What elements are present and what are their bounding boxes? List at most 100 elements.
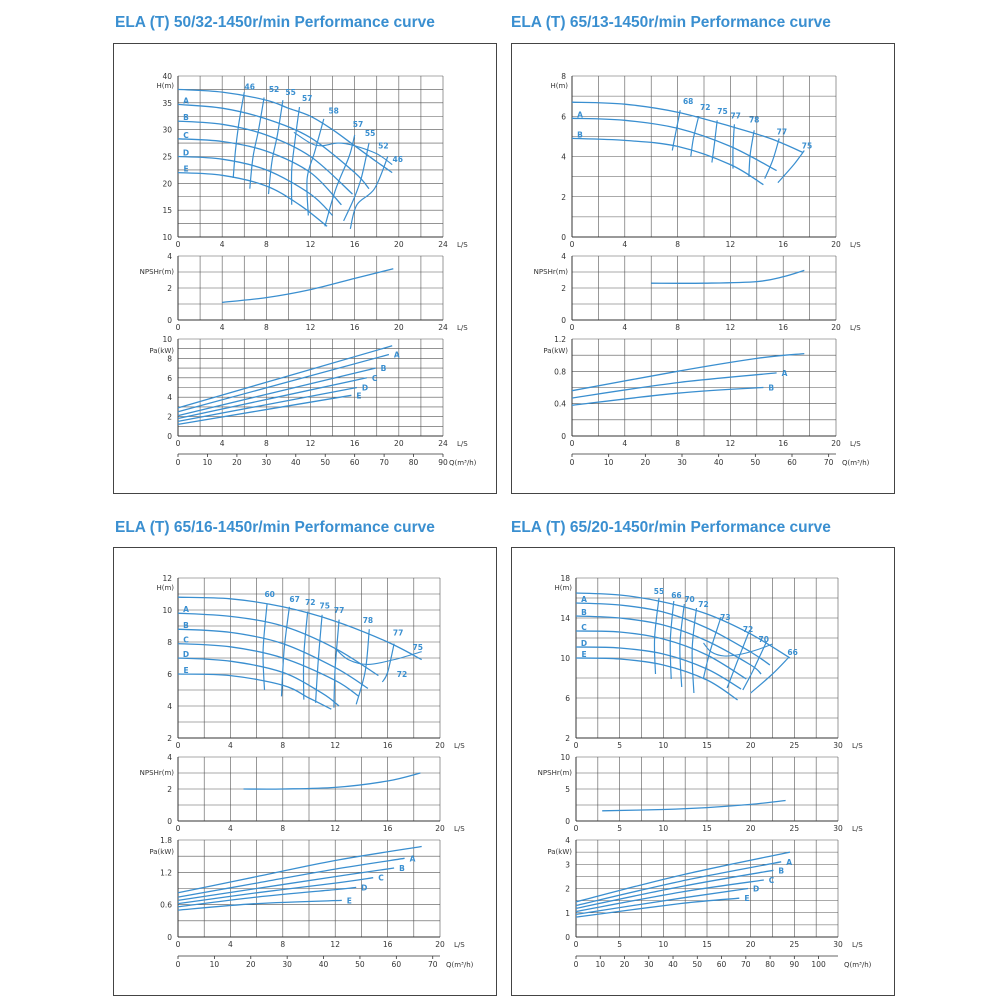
y-tick-label: 8 [561, 72, 566, 81]
efficiency-line [669, 600, 675, 680]
x-tick-label: 16 [350, 240, 360, 249]
efficiency-label: 66 [787, 648, 797, 657]
x-tick-label: 20 [831, 240, 841, 249]
x-tick-label: 20 [435, 940, 445, 949]
series-label: D [753, 885, 759, 894]
efficiency-line [750, 656, 790, 694]
y-tick-label: 4 [167, 702, 172, 711]
y-tick-label: 10 [162, 335, 172, 344]
y-tick-label: 18 [560, 574, 570, 583]
x-tick-label: 20 [746, 741, 756, 750]
x-tick-label: 0 [176, 240, 181, 249]
efficiency-line [653, 597, 660, 675]
x-axis-unit: L/S [457, 324, 468, 332]
y-tick-label: 0 [167, 316, 172, 325]
x-tick-label: 8 [675, 240, 680, 249]
q-tick-label: 0 [176, 458, 181, 467]
y-axis-label: H(m) [156, 82, 174, 90]
efficiency-line [764, 138, 780, 179]
series-line [571, 117, 777, 172]
x-tick-label: 0 [176, 940, 181, 949]
y-axis-label: H(m) [156, 584, 174, 592]
series-line [575, 887, 749, 916]
x-tick-label: 20 [746, 940, 756, 949]
efficiency-line [690, 116, 700, 157]
series-line [571, 137, 764, 186]
y-tick-label: 25 [162, 153, 172, 162]
series-label: E [347, 896, 352, 905]
q-tick-label: 0 [176, 960, 181, 969]
x-tick-label: 15 [702, 940, 712, 949]
x-tick-label: 0 [176, 323, 181, 332]
efficiency-label: 52 [269, 85, 279, 94]
q-tick-label: 20 [246, 960, 256, 969]
efficiency-line [711, 120, 718, 163]
x-tick-label: 4 [622, 439, 627, 448]
series-line [177, 596, 422, 661]
series-line [571, 386, 764, 406]
x-tick-label: 8 [264, 240, 269, 249]
x-tick-label: 4 [220, 240, 225, 249]
y-tick-label: 0 [561, 316, 566, 325]
x-tick-label: 8 [264, 439, 269, 448]
y-tick-label: 1.2 [554, 335, 566, 344]
q-tick-label: 70 [741, 960, 751, 969]
series-line [177, 345, 393, 409]
x-tick-label: 30 [833, 940, 843, 949]
series-line [651, 269, 805, 284]
efficiency-label: 46 [245, 82, 255, 91]
x-tick-label: 4 [220, 323, 225, 332]
x-tick-label: 12 [726, 323, 736, 332]
q-tick-label: 20 [232, 458, 242, 467]
series-line [177, 155, 334, 216]
x-tick-label: 16 [778, 323, 788, 332]
x-tick-label: 8 [675, 439, 680, 448]
x-tick-label: 16 [383, 824, 393, 833]
series-label: B [399, 864, 405, 873]
series-label: A [394, 351, 400, 360]
y-tick-label: 2 [167, 413, 172, 422]
efficiency-line [671, 110, 681, 151]
efficiency-line [732, 124, 735, 169]
x-tick-label: 8 [280, 824, 285, 833]
x-tick-label: 0 [574, 940, 579, 949]
x-tick-label: 0 [176, 741, 181, 750]
series-line [177, 877, 374, 905]
chart-frame [113, 43, 497, 494]
series-label: C [378, 874, 384, 883]
q-tick-label: 100 [811, 960, 826, 969]
x-tick-label: 0 [176, 824, 181, 833]
series-label: B [581, 608, 587, 617]
y-tick-label: 2 [167, 785, 172, 794]
y-tick-label: 0.6 [160, 901, 172, 910]
x-tick-label: 10 [659, 741, 669, 750]
y-tick-label: 4 [167, 252, 172, 261]
y-tick-label: 10 [560, 654, 570, 663]
y-tick-label: 0 [561, 432, 566, 441]
q-axis-unit: Q(m³/h) [446, 961, 474, 969]
x-tick-label: 15 [702, 824, 712, 833]
q-axis-unit: Q(m³/h) [842, 459, 870, 467]
series-line [177, 88, 393, 174]
y-axis-label: H(m) [550, 82, 568, 90]
x-tick-label: 16 [383, 940, 393, 949]
series-line [575, 897, 740, 918]
x-axis-unit: L/S [852, 825, 863, 833]
y-tick-label: 1.8 [160, 836, 172, 845]
series-line [177, 394, 352, 426]
efficiency-label: 55 [285, 88, 295, 97]
y-tick-label: 0 [167, 817, 172, 826]
series-label: A [786, 858, 792, 867]
efficiency-label: 70 [759, 635, 769, 644]
efficiency-line [249, 97, 265, 189]
q-tick-label: 90 [790, 960, 800, 969]
chart-title: ELA (T) 65/13-1450r/min Performance curv… [511, 14, 831, 31]
series-label: D [361, 883, 367, 892]
q-tick-label: 40 [714, 458, 724, 467]
x-tick-label: 0 [574, 824, 579, 833]
q-axis-unit: Q(m³/h) [844, 961, 872, 969]
q-tick-label: 10 [595, 960, 605, 969]
y-tick-label: 1.2 [160, 868, 172, 877]
series-line [177, 673, 332, 710]
x-tick-label: 8 [280, 741, 285, 750]
